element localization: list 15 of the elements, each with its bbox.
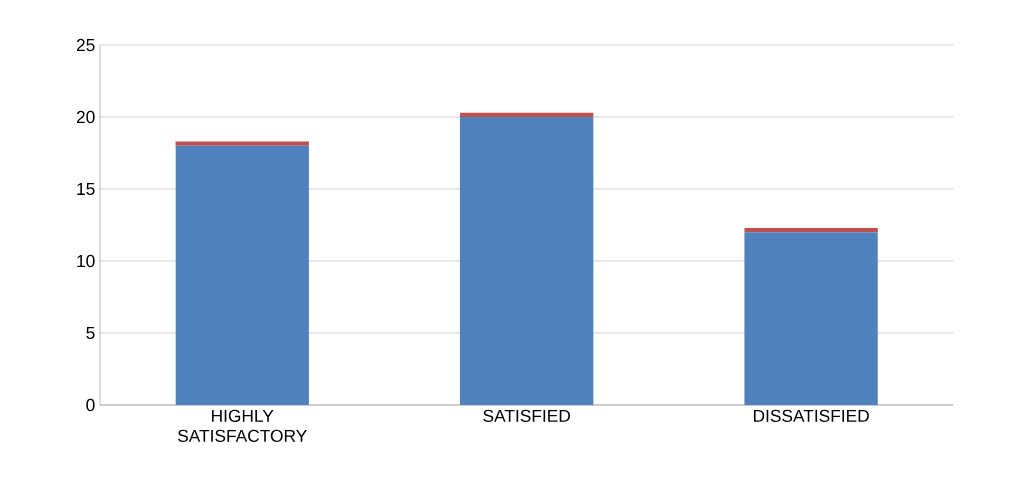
x-tick-label: HIGHLY SATISFACTORY [178,409,307,442]
bar [460,112,594,117]
y-tick-label: 25 [76,38,95,52]
x-tick-label: DISSATISFIED [753,409,869,422]
y-tick-label: 15 [77,182,95,196]
x-tick-label: SATISFIED [483,409,570,422]
y-tick-label: 20 [76,110,95,124]
y-tick-label: 10 [77,254,95,268]
bar [460,117,594,405]
bar [175,141,309,146]
bar [175,145,309,405]
bar [744,227,878,233]
bar [744,232,878,405]
y-tick-label: 5 [86,326,95,340]
y-tick-label: 0 [86,398,95,412]
